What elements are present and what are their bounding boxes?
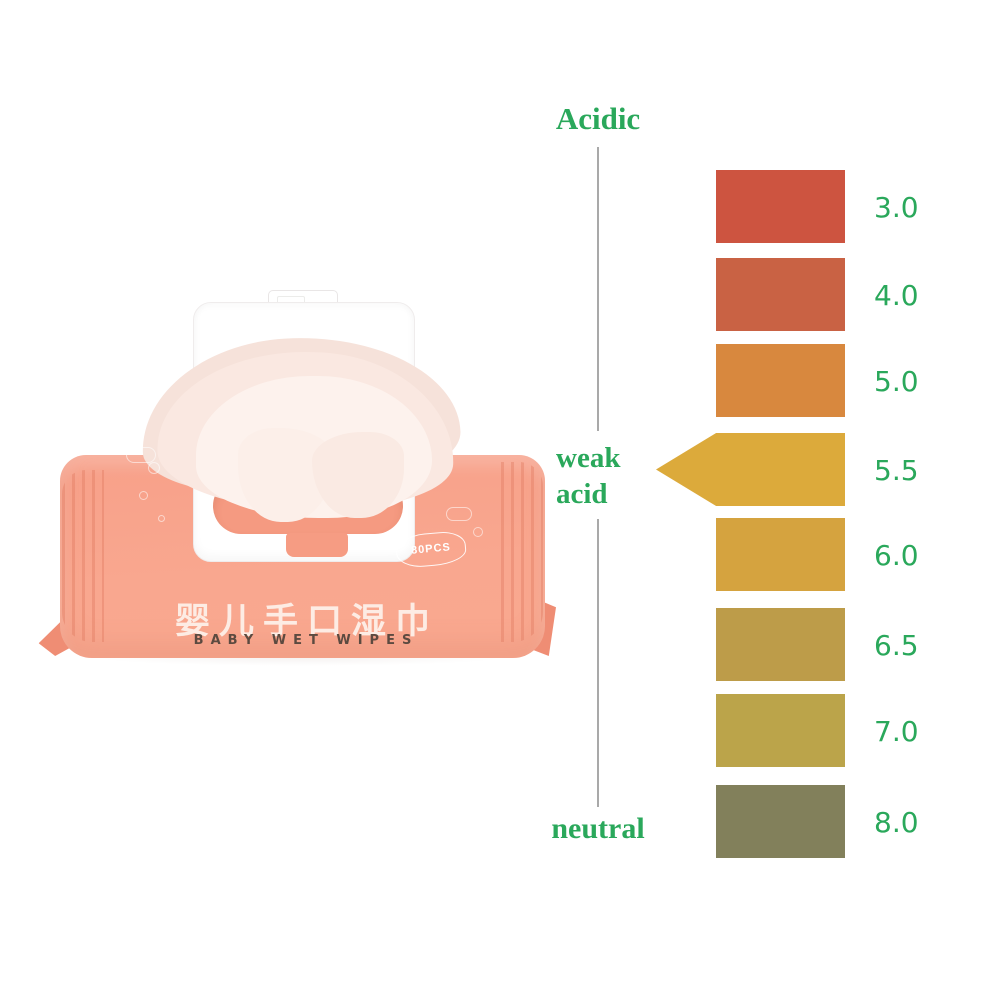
cloud-doodle: [126, 447, 156, 463]
bag-title-english: BABY WET WIPES: [193, 633, 419, 648]
ph-value-label: 6.5: [874, 629, 919, 662]
bubble-doodle: [139, 491, 148, 500]
ph-row-6.0: 6.0: [0, 518, 1002, 591]
wipe-fold: [312, 432, 404, 518]
ph-value-label: 5.0: [874, 365, 919, 398]
ph-row-7.0: 7.0: [0, 694, 1002, 767]
scale-label-neutral: neutral: [551, 812, 645, 845]
ph-value-label: 7.0: [874, 715, 919, 748]
ph-value-label: 4.0: [874, 279, 919, 312]
bag-pleats-right: [501, 462, 543, 642]
bubble-doodle: [473, 527, 483, 537]
ph-row-3.0: 3.0: [0, 170, 1002, 243]
lid-hinge-notch: [286, 533, 348, 557]
ph-swatch-5.0: [716, 344, 845, 417]
bubble-doodle: [158, 515, 165, 522]
ph-swatch-6.5: [716, 608, 845, 681]
scale-axis-line-lower: [597, 519, 599, 807]
weak-acid-line2: acid: [556, 478, 608, 510]
ph-row-5.0: 5.0: [0, 344, 1002, 417]
ph-swatch-5.5-arrow: [656, 433, 845, 506]
ph-row-4.0: 4.0: [0, 258, 1002, 331]
weak-acid-line1: weak: [556, 442, 621, 474]
ph-swatch-4.0: [716, 258, 845, 331]
ph-value-label: 5.5: [874, 454, 919, 487]
ph-swatch-8.0: [716, 785, 845, 858]
bubble-doodle: [148, 462, 160, 474]
bag-title-chinese: 婴儿手口湿巾: [174, 602, 439, 642]
ph-value-label: 6.0: [874, 539, 919, 572]
ph-swatch-7.0: [716, 694, 845, 767]
bag-pleats-left: [62, 470, 104, 642]
ph-value-label: 8.0: [874, 806, 919, 839]
cloud-doodle: [446, 507, 472, 521]
ph-value-label: 3.0: [874, 191, 919, 224]
scale-label-acidic: Acidic: [555, 101, 641, 136]
ph-swatch-3.0: [716, 170, 845, 243]
ph-row-6.5: 6.5: [0, 608, 1002, 681]
scale-axis-line-upper: [597, 147, 599, 431]
ph-swatch-6.0: [716, 518, 845, 591]
ph-row-5.5: 5.5: [0, 433, 1002, 506]
scale-label-weak-acid: weak acid: [556, 440, 620, 512]
ph-row-8.0: 8.0: [0, 785, 1002, 858]
